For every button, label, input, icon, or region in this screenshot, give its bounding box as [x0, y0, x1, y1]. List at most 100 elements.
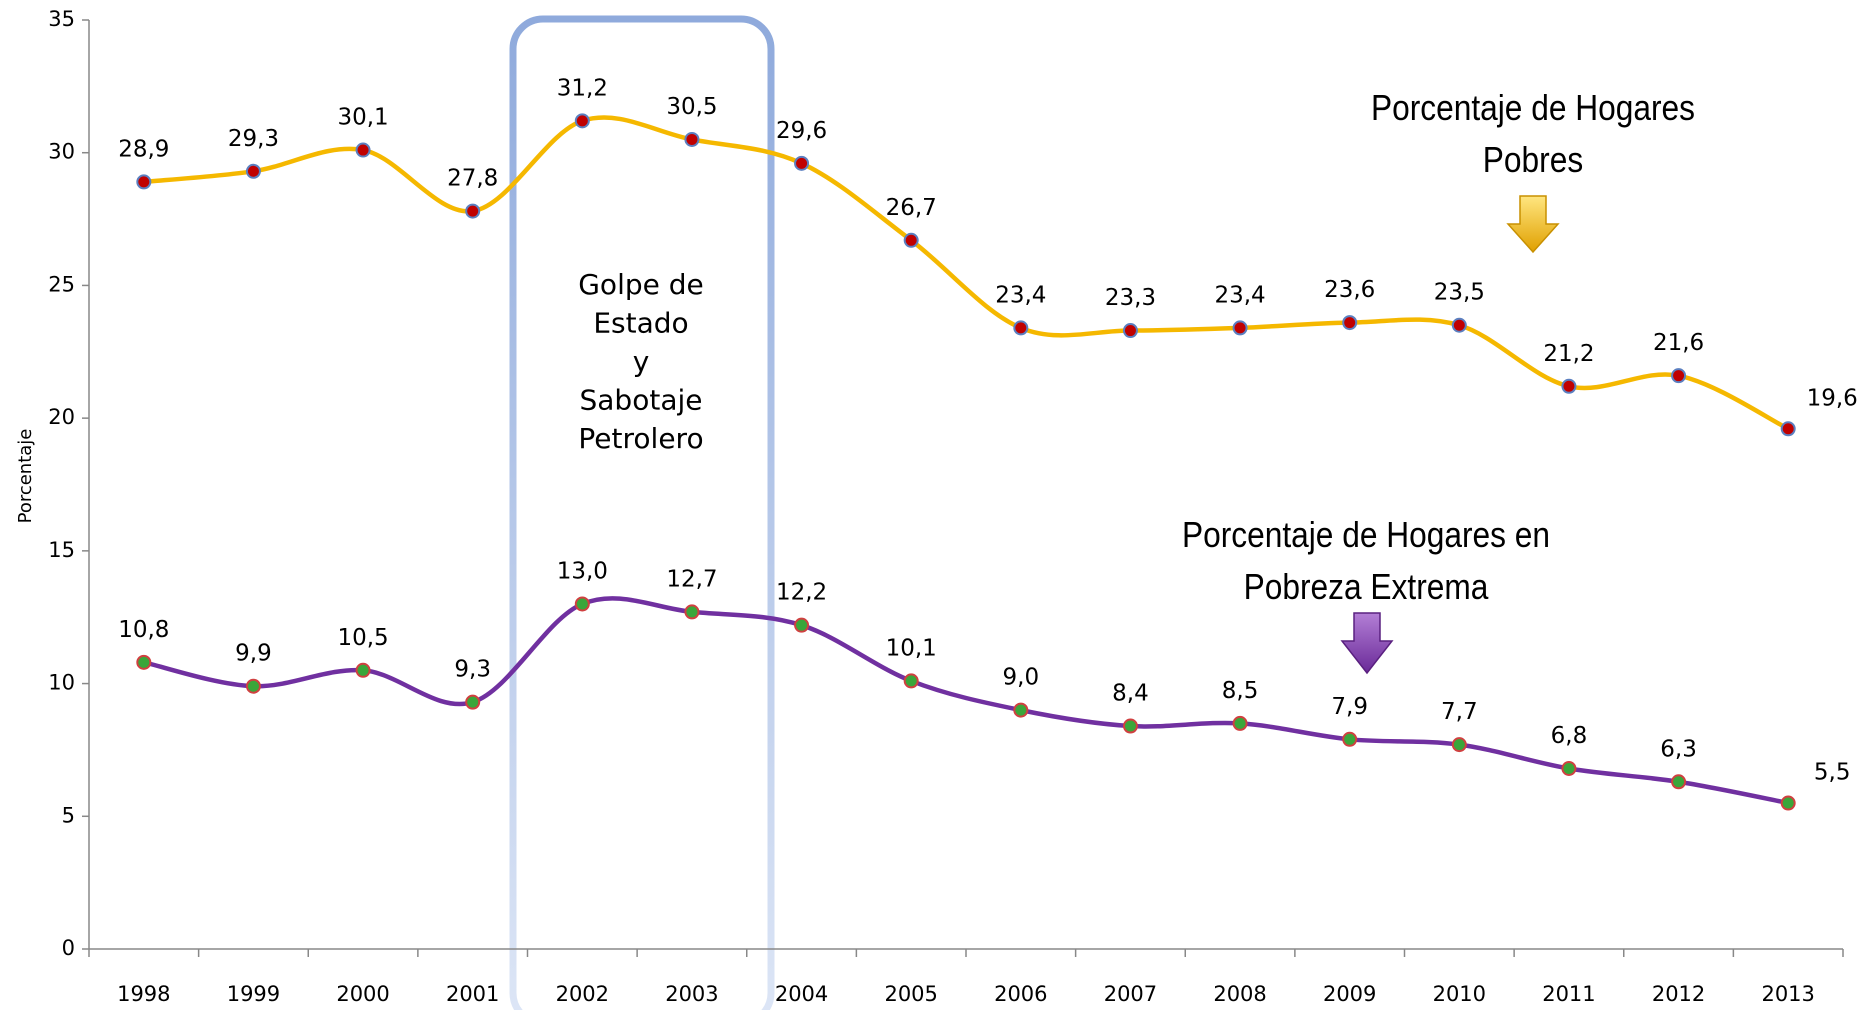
y-tick-label: 30	[48, 140, 75, 164]
data-label: 30,5	[666, 94, 717, 120]
x-tick-label: 1999	[227, 982, 280, 1006]
data-label: 23,4	[1214, 282, 1265, 308]
point	[574, 596, 590, 612]
data-label: 23,5	[1434, 280, 1485, 306]
annotation: Sabotaje	[580, 384, 703, 417]
point	[1671, 368, 1687, 384]
point	[136, 654, 152, 670]
series-note: Porcentaje de Hogares en Pobreza Extrema	[1181, 514, 1551, 607]
x-tick-label: 2006	[994, 982, 1047, 1006]
data-label: 7,7	[1441, 699, 1478, 725]
point	[245, 163, 261, 179]
x-tick-label: 2004	[775, 982, 828, 1006]
data-label: 6,3	[1660, 736, 1697, 762]
y-tick-label: 15	[48, 538, 75, 562]
data-label: 10,8	[118, 617, 169, 643]
point	[355, 662, 371, 678]
x-tick-label: 2011	[1542, 982, 1595, 1006]
point	[1232, 320, 1248, 336]
y-tick-label: 20	[48, 405, 75, 429]
data-label: 28,9	[118, 136, 169, 162]
annotation: Golpe de	[578, 268, 704, 301]
x-tick-label: 2009	[1323, 982, 1376, 1006]
series-line	[143, 115, 1790, 431]
data-label: 21,6	[1653, 330, 1704, 356]
data-label: 29,3	[228, 126, 279, 152]
data-label: 30,1	[337, 105, 388, 131]
point	[1561, 378, 1577, 394]
x-tick-label: 2008	[1213, 982, 1266, 1006]
point	[1561, 761, 1577, 777]
x-tick-label: 2010	[1433, 982, 1486, 1006]
point	[465, 203, 481, 219]
data-label: 7,9	[1331, 694, 1368, 720]
x-tick-label: 2000	[336, 982, 389, 1006]
arrow-extreme	[1340, 612, 1394, 675]
data-label: 9,3	[454, 657, 491, 683]
x-tick-label: 2003	[665, 982, 718, 1006]
data-label: 12,2	[776, 580, 827, 606]
point	[1342, 315, 1358, 331]
annotation: y	[633, 345, 650, 378]
x-tick-label: 2005	[884, 982, 937, 1006]
point	[1342, 731, 1358, 747]
y-tick-label: 0	[62, 936, 75, 960]
data-label: 31,2	[557, 75, 608, 101]
point	[903, 232, 919, 248]
point	[1013, 702, 1029, 718]
y-tick-label: 35	[48, 7, 75, 31]
y-tick-label: 25	[48, 272, 75, 296]
point	[574, 113, 590, 129]
data-label: 12,7	[666, 566, 717, 592]
data-label: 10,1	[886, 635, 937, 661]
annotation: Petrolero	[578, 422, 703, 455]
point	[684, 604, 700, 620]
data-label: 9,9	[235, 641, 272, 667]
point	[355, 142, 371, 158]
y-tick-label: 5	[62, 803, 75, 827]
x-tick-label: 2012	[1652, 982, 1705, 1006]
x-tick-label: 2002	[556, 982, 609, 1006]
y-tick-label: 10	[48, 671, 75, 695]
point	[1122, 323, 1138, 339]
highlight-box	[509, 15, 775, 1010]
point	[684, 131, 700, 147]
annotation: Estado	[593, 307, 688, 340]
point	[1451, 317, 1467, 333]
series-line	[143, 596, 1789, 806]
point	[794, 617, 810, 633]
data-label: 23,4	[995, 282, 1046, 308]
data-label: 27,8	[447, 166, 498, 192]
x-tick-label: 2001	[446, 982, 499, 1006]
point	[1671, 774, 1687, 790]
data-label: 29,6	[776, 118, 827, 144]
point	[903, 673, 919, 689]
point	[245, 678, 261, 694]
point	[1451, 737, 1467, 753]
point	[1013, 320, 1029, 336]
x-tick-label: 2007	[1104, 982, 1157, 1006]
data-label: 23,6	[1324, 277, 1375, 303]
data-label: 8,5	[1222, 678, 1259, 704]
y-axis-label: Porcentaje	[15, 429, 36, 524]
point	[465, 694, 481, 710]
data-label: 8,4	[1112, 681, 1149, 707]
point	[136, 174, 152, 190]
data-label: 9,0	[1003, 665, 1040, 691]
data-label: 21,2	[1543, 341, 1594, 367]
data-label: 13,0	[557, 558, 608, 584]
arrow-poor	[1506, 195, 1560, 254]
data-label: 6,8	[1551, 723, 1588, 749]
series-note: Porcentaje de Hogares Pobres	[1370, 87, 1696, 180]
data-label: 10,5	[337, 625, 388, 651]
x-tick-label: 1998	[117, 982, 170, 1006]
data-label: 23,3	[1105, 285, 1156, 311]
data-label: 5,5	[1814, 760, 1851, 786]
data-label: 19,6	[1807, 385, 1858, 411]
x-tick-label: 2013	[1761, 982, 1814, 1006]
data-label: 26,7	[886, 195, 937, 221]
point	[1780, 421, 1796, 437]
point	[1122, 718, 1138, 734]
